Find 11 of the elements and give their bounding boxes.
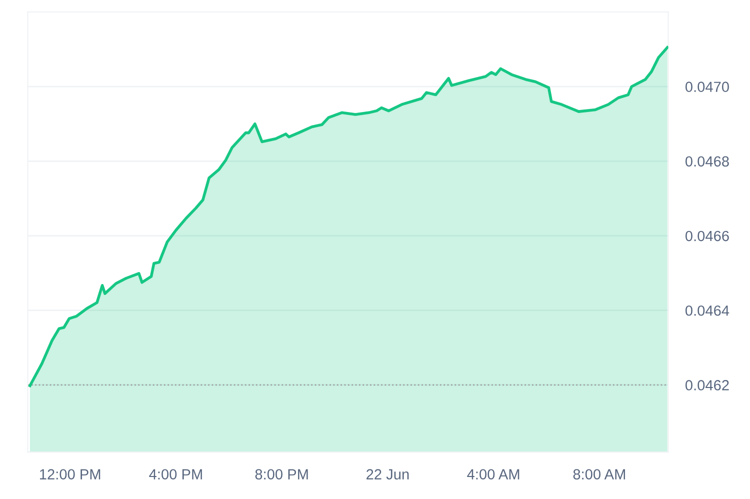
y-tick-label: 0.0466 (685, 230, 729, 242)
x-tick-label: 4:00 PM (149, 469, 202, 480)
x-tick-label: 4:00 AM (467, 469, 520, 480)
x-tick-label: 8:00 AM (573, 469, 625, 480)
x-tick-label: 12:00 PM (40, 469, 100, 480)
y-tick-label: 0.0462 (685, 380, 729, 390)
x-tick-label: 8:00 PM (255, 469, 308, 480)
y-tick-label: 0.0464 (685, 305, 730, 316)
y-tick-label: 0.0470 (685, 82, 729, 92)
x-tick-label: 22 Jun (366, 469, 409, 480)
y-tick-label: 0.0468 (685, 156, 729, 167)
